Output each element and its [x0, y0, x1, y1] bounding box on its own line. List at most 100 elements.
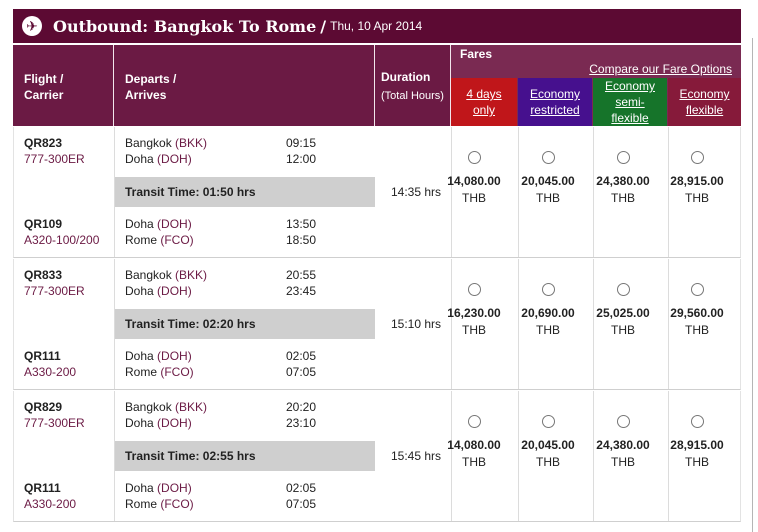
fare-select-radio[interactable]: [467, 151, 481, 164]
fare-select-radio[interactable]: [616, 283, 630, 296]
departure-city: Doha (DOH): [125, 217, 192, 231]
right-edge-border: [752, 38, 758, 532]
aircraft-type[interactable]: A330-200: [24, 497, 77, 511]
transit-time: Transit Time: 02:20 hrs: [115, 309, 375, 339]
flight-number[interactable]: QR829: [24, 400, 63, 414]
total-duration: 15:10 hrs: [391, 317, 442, 331]
fare-currency: THB: [611, 455, 635, 469]
arrival-time: 23:45: [286, 284, 317, 298]
fare-price: 28,915.00: [670, 174, 724, 188]
header-flight-carrier: Flight / Carrier: [24, 71, 114, 103]
flight-number[interactable]: QR111: [24, 481, 61, 495]
fare-cell: 24,380.00 THB: [587, 151, 659, 205]
fare-select-radio[interactable]: [541, 151, 555, 164]
airplane-icon: ✈: [22, 16, 42, 36]
fare-cell: 20,045.00 THB: [512, 415, 584, 469]
fare-currency: THB: [611, 191, 635, 205]
departure-time: 02:05: [286, 349, 317, 363]
flight-row: QR833 777-300ER Bangkok (BKK) 20:55 Doha…: [13, 259, 741, 390]
fare-currency: THB: [536, 323, 560, 337]
header-duration-label: Duration: [381, 70, 431, 84]
fare-currency: THB: [462, 455, 486, 469]
fare-currency: THB: [462, 191, 486, 205]
fare-option-economy-restricted[interactable]: Economy restricted: [518, 78, 592, 126]
fare-select-radio[interactable]: [467, 283, 481, 296]
fare-cell: 14,080.00 THB: [438, 415, 510, 469]
departure-city: Bangkok (BKK): [125, 268, 208, 282]
header-flight-label: Flight /: [24, 72, 64, 86]
departure-time: 20:20: [286, 400, 317, 414]
header-carrier-label: Carrier: [24, 88, 64, 102]
fare-price: 20,045.00: [521, 438, 575, 452]
fare-currency: THB: [685, 323, 709, 337]
departure-time: 09:15: [286, 136, 317, 150]
route-title: Outbound: Bangkok To Rome: [53, 16, 317, 36]
arrival-city: Doha (DOH): [125, 284, 192, 298]
flight-number[interactable]: QR109: [24, 217, 63, 231]
transit-time: Transit Time: 01:50 hrs: [115, 177, 375, 207]
arrival-time: 23:10: [286, 416, 317, 430]
fare-cell: 14,080.00 THB: [438, 151, 510, 205]
flight-number[interactable]: QR111: [24, 349, 61, 363]
arrival-time: 12:00: [286, 152, 317, 166]
flight-row: QR829 777-300ER Bangkok (BKK) 20:20 Doha…: [13, 391, 741, 522]
fare-option-economy-semi-flexible[interactable]: Economy semi-flexible: [593, 78, 667, 126]
fare-select-radio[interactable]: [541, 415, 555, 428]
departure-time: 02:05: [286, 481, 317, 495]
fare-cell: 20,045.00 THB: [512, 151, 584, 205]
arrival-city: Doha (DOH): [125, 152, 192, 166]
compare-fare-options-link[interactable]: Compare our Fare Options: [589, 62, 732, 76]
fare-option-economy-flexible[interactable]: Economy flexible: [668, 78, 741, 126]
fare-price: 16,230.00: [447, 306, 501, 320]
header-departs-label: Departs /: [125, 72, 177, 86]
fare-price: 25,025.00: [596, 306, 650, 320]
fare-select-radio[interactable]: [690, 151, 704, 164]
arrival-time: 07:05: [286, 365, 317, 379]
fare-cell: 28,915.00 THB: [661, 151, 733, 205]
total-duration: 15:45 hrs: [391, 449, 442, 463]
fare-cell: 24,380.00 THB: [587, 415, 659, 469]
fare-currency: THB: [536, 455, 560, 469]
fare-currency: THB: [611, 323, 635, 337]
fare-price: 20,690.00: [521, 306, 575, 320]
aircraft-type[interactable]: A320-100/200: [24, 233, 100, 247]
fare-cell: 25,025.00 THB: [587, 283, 659, 337]
header-duration-sub: (Total Hours): [381, 90, 444, 102]
fare-price: 14,080.00: [447, 174, 501, 188]
aircraft-type[interactable]: A330-200: [24, 365, 77, 379]
fare-option-4-days-only[interactable]: 4 days only: [451, 78, 517, 126]
aircraft-type[interactable]: 777-300ER: [24, 284, 85, 298]
aircraft-type[interactable]: 777-300ER: [24, 152, 85, 166]
arrival-city: Doha (DOH): [125, 416, 192, 430]
fare-select-radio[interactable]: [616, 151, 630, 164]
departure-city: Doha (DOH): [125, 481, 192, 495]
fare-select-radio[interactable]: [541, 283, 555, 296]
departure-time: 13:50: [286, 217, 317, 231]
departure-city: Bangkok (BKK): [125, 136, 208, 150]
arrival-time: 07:05: [286, 497, 317, 511]
arrival-city: Rome (FCO): [125, 233, 194, 247]
header-fares-label: Fares: [460, 47, 493, 61]
fare-currency: THB: [536, 191, 560, 205]
aircraft-type[interactable]: 777-300ER: [24, 416, 85, 430]
transit-time: Transit Time: 02:55 hrs: [115, 441, 375, 471]
outbound-title-bar: ✈ Outbound: Bangkok To Rome / Thu, 10 Ap…: [13, 9, 741, 43]
arrival-city: Rome (FCO): [125, 497, 194, 511]
header-arrives-label: Arrives: [125, 88, 167, 102]
travel-date: Thu, 10 Apr 2014: [330, 19, 423, 33]
fare-price: 24,380.00: [596, 174, 650, 188]
fare-select-radio[interactable]: [690, 283, 704, 296]
flight-number[interactable]: QR833: [24, 268, 63, 282]
fare-select-radio[interactable]: [467, 415, 481, 428]
fare-currency: THB: [462, 323, 486, 337]
header-departs-arrives: Departs / Arrives: [125, 71, 275, 103]
total-duration: 14:35 hrs: [391, 185, 442, 199]
fare-currency: THB: [685, 455, 709, 469]
flight-number[interactable]: QR823: [24, 136, 63, 150]
departure-city: Doha (DOH): [125, 349, 192, 363]
fare-select-radio[interactable]: [690, 415, 704, 428]
fare-select-radio[interactable]: [616, 415, 630, 428]
fare-price: 29,560.00: [670, 306, 724, 320]
fare-cell: 28,915.00 THB: [661, 415, 733, 469]
results-table-header: Flight / Carrier Departs / Arrives Durat…: [13, 45, 741, 126]
